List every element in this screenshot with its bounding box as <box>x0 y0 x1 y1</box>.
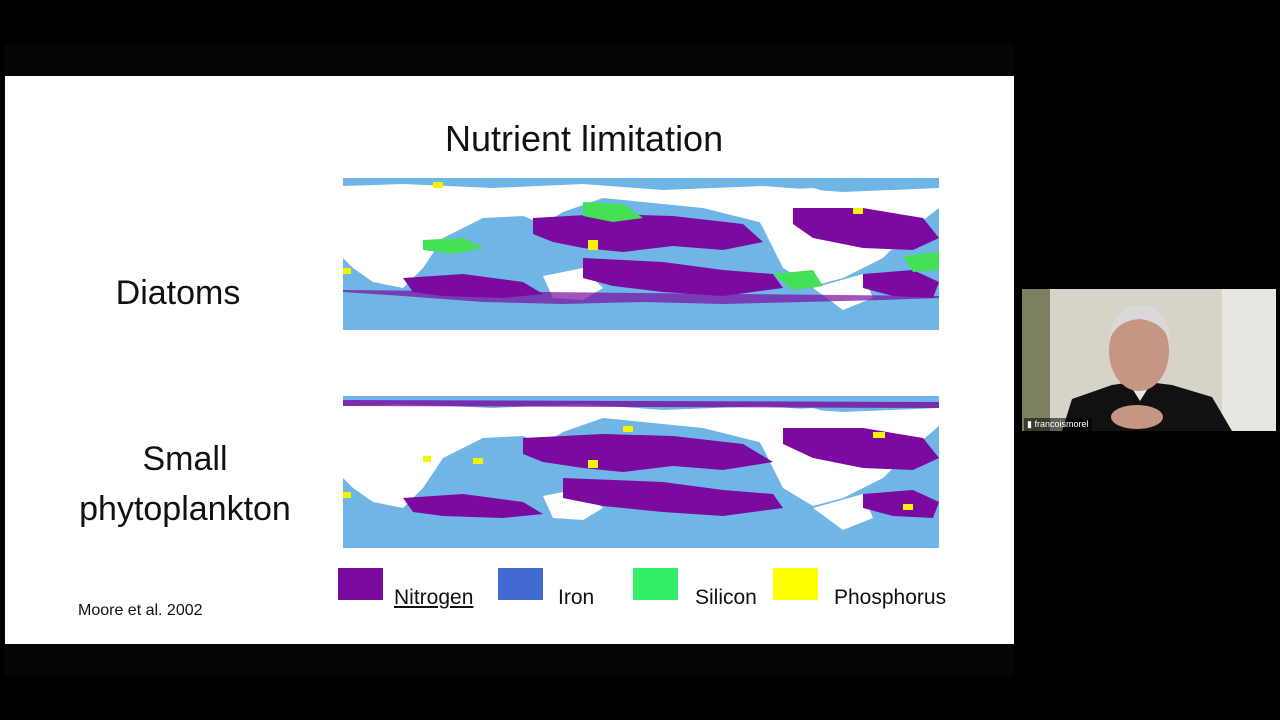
row-label-small-phytoplankton: Small phytoplankton <box>50 434 320 534</box>
participant-video-feed <box>1022 289 1276 431</box>
legend-swatch-iron <box>498 568 543 600</box>
legend-label-iron: Iron <box>558 586 595 609</box>
legend-label-nitrogen: Nitrogen <box>394 586 474 609</box>
participant-name-label: ▮ francoismorel <box>1024 418 1092 431</box>
row-label-diatoms: Diatoms <box>115 274 241 312</box>
row-label-line1: Small <box>142 440 228 478</box>
legend-swatch-nitrogen <box>338 568 383 600</box>
participant-name: francoismorel <box>1034 419 1089 429</box>
signal-strength-icon: ▮ <box>1027 419 1032 429</box>
diatoms-nutrient-map <box>343 178 939 330</box>
participant-video-tile[interactable] <box>1022 289 1276 431</box>
legend-item-iron: Iron <box>498 568 608 609</box>
citation: Moore et al. 2002 <box>78 602 203 619</box>
row-label-line2: phytoplankton <box>79 490 291 528</box>
legend-swatch-phosphorus <box>773 568 818 600</box>
legend-label-phosphorus: Phosphorus <box>834 586 947 609</box>
small-phytoplankton-nutrient-map <box>343 396 939 548</box>
legend-swatch-silicon <box>633 568 678 600</box>
legend-item-silicon: Silicon <box>633 568 773 609</box>
legend-label-silicon: Silicon <box>695 586 757 609</box>
presentation-slide <box>5 76 1014 644</box>
legend-item-phosphorus: Phosphorus <box>773 568 963 609</box>
legend-item-nitrogen: Nitrogen <box>338 568 488 609</box>
